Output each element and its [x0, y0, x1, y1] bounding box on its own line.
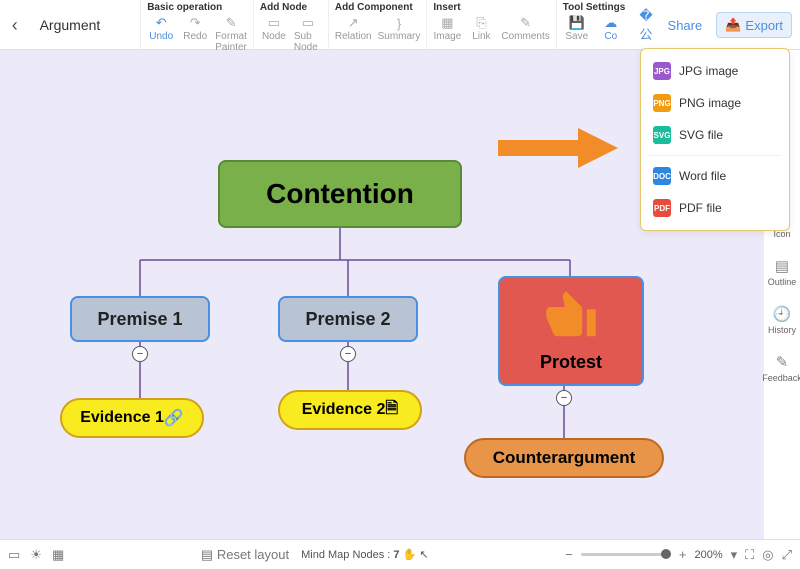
export-option[interactable]: SVGSVG file: [641, 119, 789, 151]
undo-icon: ↶: [153, 15, 169, 31]
file-type-icon: DOC: [653, 167, 671, 185]
comments-icon: ✎: [518, 15, 534, 31]
zoom-level: 200%: [694, 549, 722, 561]
file-type-icon: PNG: [653, 94, 671, 112]
redo-icon: ↷: [187, 15, 203, 31]
node-count-label: Mind Map Nodes : 7 ✋ ↖: [301, 548, 429, 561]
toolbar-group-label: Add Component: [335, 2, 421, 13]
redo-button[interactable]: ↷Redo: [181, 15, 209, 53]
presentation-icon[interactable]: ▭: [8, 547, 20, 563]
export-icon: 📤: [725, 17, 741, 33]
save-icon: 💾: [569, 15, 585, 31]
node-evidence1[interactable]: Evidence 1 🔗: [60, 398, 204, 438]
center-icon[interactable]: ◎: [762, 547, 773, 563]
undo-button[interactable]: ↶Undo: [147, 15, 175, 53]
format-painter-button[interactable]: ✎Format Painter: [215, 15, 247, 53]
export-menu: JPGJPG imagePNGPNG imageSVGSVG file DOCWo…: [640, 48, 790, 231]
link-icon: ⎘: [473, 15, 489, 31]
node-premise2[interactable]: Premise 2: [278, 296, 418, 342]
collapse-toggle[interactable]: −: [340, 346, 356, 362]
outline-icon: ▤: [775, 257, 789, 275]
link-button[interactable]: ⎘Link: [467, 15, 495, 42]
export-option[interactable]: PNGPNG image: [641, 87, 789, 119]
pointer-arrow: [498, 128, 618, 168]
hand-icon: ✋: [403, 549, 417, 561]
toolbar-group-label: Tool Settings: [563, 2, 626, 13]
fit-icon[interactable]: ⛶: [745, 547, 754, 563]
image-button[interactable]: ▦Image: [433, 15, 461, 42]
thumbsdown-icon: [544, 289, 598, 348]
reset-layout-button[interactable]: ▤ Reset layout: [201, 547, 289, 563]
cloud-icon: ☁: [603, 15, 619, 31]
grid-icon[interactable]: ▦: [52, 547, 64, 563]
share-button[interactable]: �公 Share: [631, 4, 710, 47]
node-icon: ▭: [266, 15, 282, 31]
file-type-icon: PDF: [653, 199, 671, 217]
link-icon: 🔗: [164, 408, 184, 428]
export-option[interactable]: JPGJPG image: [641, 55, 789, 87]
export-option[interactable]: DOCWord file: [641, 160, 789, 192]
share-icon: �公: [639, 8, 663, 43]
collapse-toggle[interactable]: −: [556, 390, 572, 406]
zoom-slider[interactable]: [581, 553, 671, 556]
node-protest[interactable]: Protest: [498, 276, 644, 386]
summary-button[interactable]: }Summary: [378, 15, 421, 42]
status-bar: ▭ ☀ ▦ ▤ Reset layout Mind Map Nodes : 7 …: [0, 539, 800, 569]
fullscreen-icon[interactable]: ⤢: [782, 547, 792, 563]
feedback-icon: ✎: [776, 353, 789, 371]
image-icon: ▦: [439, 15, 455, 31]
node-premise1[interactable]: Premise 1: [70, 296, 210, 342]
relation-button[interactable]: ↗Relation: [335, 15, 372, 42]
node-contention[interactable]: Contention: [218, 160, 462, 228]
export-option[interactable]: PDFPDF file: [641, 192, 789, 224]
comments-button[interactable]: ✎Comments: [501, 15, 549, 42]
note-icon: 🗎: [385, 397, 398, 424]
format-painter-icon: ✎: [223, 15, 239, 31]
sub-node-icon: ▭: [300, 15, 316, 31]
rail-history[interactable]: 🕘History: [768, 305, 796, 335]
zoom-in-button[interactable]: +: [679, 547, 687, 562]
export-button[interactable]: 📤 Export: [716, 12, 792, 38]
relation-icon: ↗: [345, 15, 361, 31]
rail-outline[interactable]: ▤Outline: [768, 257, 797, 287]
brightness-icon[interactable]: ☀: [30, 547, 42, 563]
collapse-toggle[interactable]: −: [132, 346, 148, 362]
save-button[interactable]: 💾Save: [563, 15, 591, 42]
summary-icon: }: [391, 15, 407, 31]
node-counter[interactable]: Counterargument: [464, 438, 664, 478]
file-type-icon: SVG: [653, 126, 671, 144]
rail-feedback[interactable]: ✎Feedback: [762, 353, 800, 383]
toolbar-group-label: Add Node: [260, 2, 322, 13]
zoom-out-button[interactable]: −: [565, 547, 573, 562]
node-button[interactable]: ▭Node: [260, 15, 288, 53]
file-type-icon: JPG: [653, 62, 671, 80]
zoom-dropdown-icon[interactable]: ▾: [731, 547, 738, 563]
toolbar-group-label: Basic operation: [147, 2, 247, 13]
back-button[interactable]: ‹: [0, 0, 30, 50]
toolbar-group-label: Insert: [433, 2, 549, 13]
cursor-icon: ↖: [419, 549, 428, 561]
history-icon: 🕘: [773, 305, 792, 323]
cloud-button[interactable]: ☁Co: [597, 15, 625, 42]
sub-node-button[interactable]: ▭Sub Node: [294, 15, 322, 53]
node-evidence2[interactable]: Evidence 2 🗎: [278, 390, 422, 430]
